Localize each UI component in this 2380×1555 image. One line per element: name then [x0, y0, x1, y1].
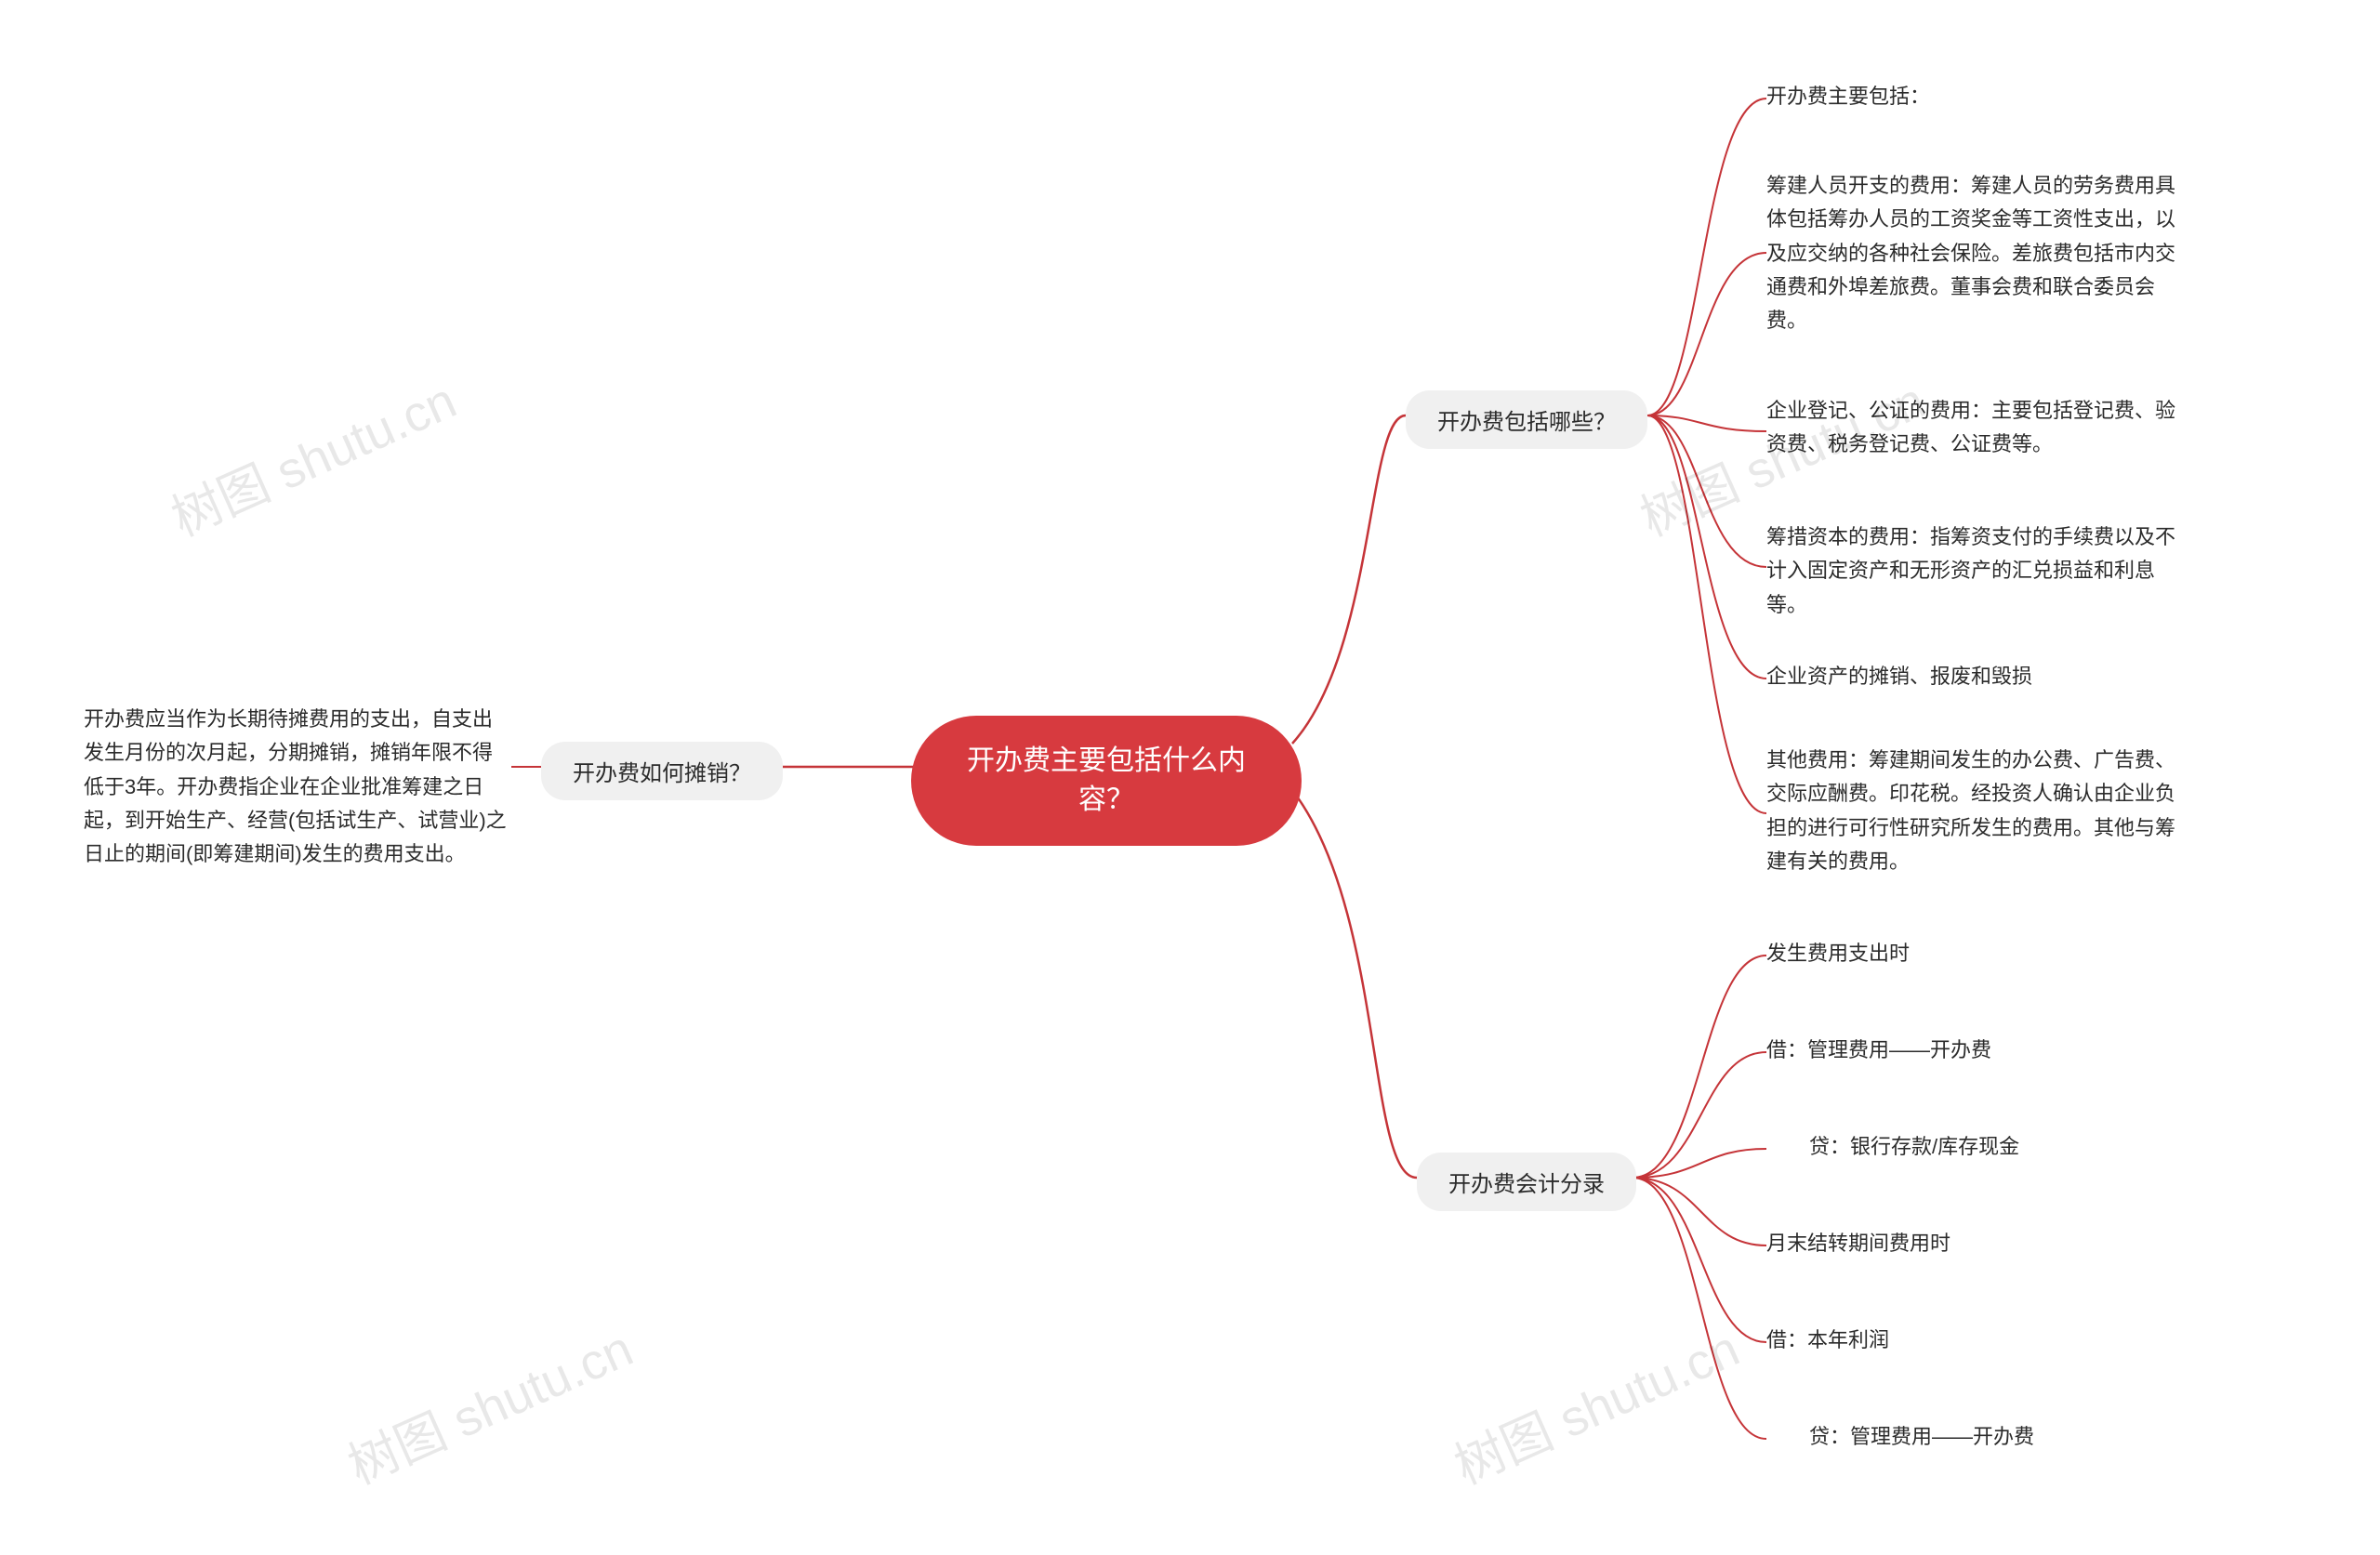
- right1-leaf-2: 企业登记、公证的费用：主要包括登记费、验资费、税务登记费、公证费等。: [1766, 394, 2175, 462]
- watermark: 树图 shutu.cn: [335, 1308, 642, 1498]
- leaf-text: 借：管理费用——开办费: [1766, 1034, 2101, 1067]
- right2-leaf-4: 借：本年利润: [1766, 1324, 2101, 1357]
- right1-topic[interactable]: 开办费包括哪些？: [1406, 390, 1647, 449]
- right2-topic-label: 开办费会计分录: [1448, 1166, 1605, 1198]
- left-topic-label: 开办费如何摊销？: [573, 755, 751, 787]
- right1-leaf-0: 开办费主要包括：: [1766, 80, 2157, 113]
- leaf-text: 企业资产的摊销、报废和毁损: [1766, 660, 2157, 693]
- right2-leaf-0: 发生费用支出时: [1766, 937, 2101, 970]
- right1-leaf-1: 筹建人员开支的费用：筹建人员的劳务费用具体包括筹办人员的工资奖金等工资性支出，以…: [1766, 169, 2175, 337]
- leaf-text: 贷：管理费用——开办费: [1766, 1420, 2101, 1454]
- right2-leaf-2: 贷：银行存款/库存现金: [1766, 1130, 2101, 1164]
- right1-leaf-5: 其他费用：筹建期间发生的办公费、广告费、交际应酬费。印花税。经投资人确认由企业负…: [1766, 744, 2175, 878]
- right1-leaf-3: 筹措资本的费用：指筹资支付的手续费以及不计入固定资产和无形资产的汇兑损益和利息等…: [1766, 521, 2175, 622]
- leaf-text: 筹建人员开支的费用：筹建人员的劳务费用具体包括筹办人员的工资奖金等工资性支出，以…: [1766, 169, 2175, 337]
- leaf-text: 贷：银行存款/库存现金: [1766, 1130, 2101, 1164]
- right2-leaf-1: 借：管理费用——开办费: [1766, 1034, 2101, 1067]
- leaf-text: 借：本年利润: [1766, 1324, 2101, 1357]
- watermark: 树图 shutu.cn: [1441, 1308, 1749, 1498]
- left-leaf: 开办费应当作为长期待摊费用的支出，自支出发生月份的次月起，分期摊销，摊销年限不得…: [84, 703, 511, 871]
- left-leaf-text: 开办费应当作为长期待摊费用的支出，自支出发生月份的次月起，分期摊销，摊销年限不得…: [84, 703, 511, 871]
- leaf-text: 企业登记、公证的费用：主要包括登记费、验资费、税务登记费、公证费等。: [1766, 394, 2175, 462]
- watermark: 树图 shutu.cn: [158, 360, 466, 550]
- root-label: 开办费主要包括什么内容？: [952, 742, 1261, 820]
- right1-topic-label: 开办费包括哪些？: [1437, 403, 1616, 436]
- leaf-text: 开办费主要包括：: [1766, 80, 2157, 113]
- leaf-text: 发生费用支出时: [1766, 937, 2101, 970]
- right2-leaf-5: 贷：管理费用——开办费: [1766, 1420, 2101, 1454]
- right2-topic[interactable]: 开办费会计分录: [1417, 1153, 1636, 1211]
- right1-leaf-4: 企业资产的摊销、报废和毁损: [1766, 660, 2157, 693]
- leaf-text: 月末结转期间费用时: [1766, 1227, 2101, 1260]
- root-node[interactable]: 开办费主要包括什么内容？: [911, 716, 1302, 846]
- left-topic[interactable]: 开办费如何摊销？: [541, 742, 783, 800]
- leaf-text: 其他费用：筹建期间发生的办公费、广告费、交际应酬费。印花税。经投资人确认由企业负…: [1766, 744, 2175, 878]
- right2-leaf-3: 月末结转期间费用时: [1766, 1227, 2101, 1260]
- mindmap-canvas: 开办费主要包括什么内容？ 开办费如何摊销？ 开办费应当作为长期待摊费用的支出，自…: [0, 0, 2380, 1555]
- leaf-text: 筹措资本的费用：指筹资支付的手续费以及不计入固定资产和无形资产的汇兑损益和利息等…: [1766, 521, 2175, 622]
